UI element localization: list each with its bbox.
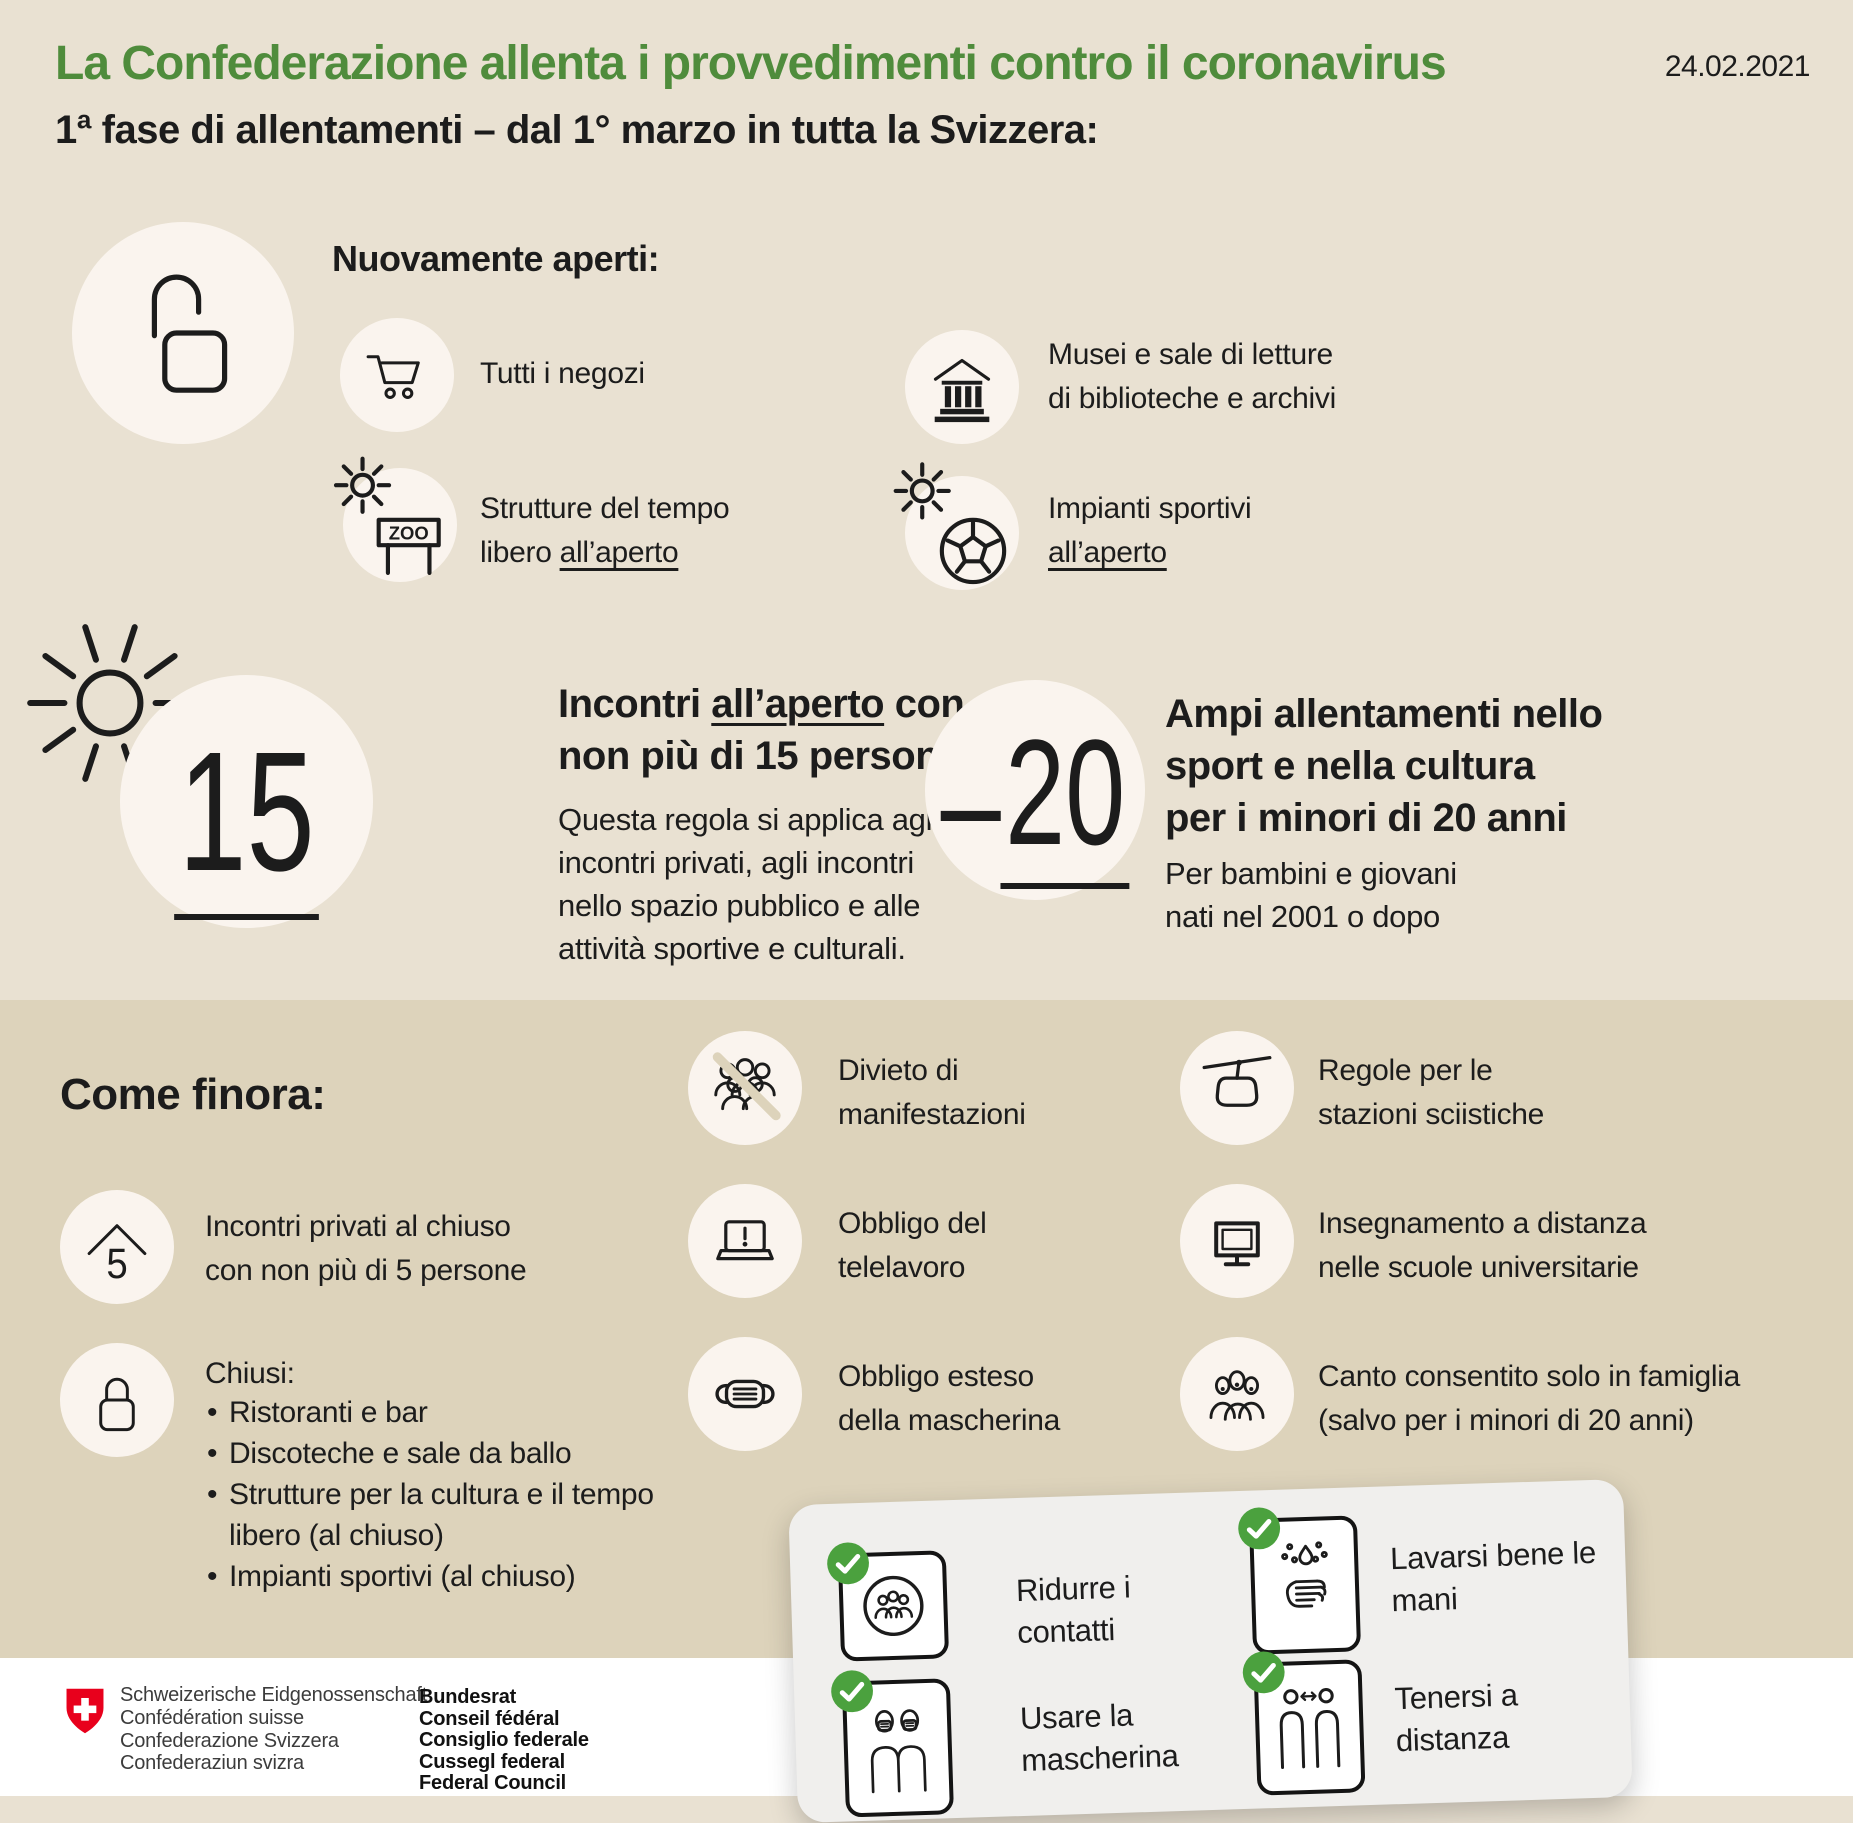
wash-hands-icon: [1281, 1541, 1328, 1608]
closed-circle: [60, 1343, 174, 1457]
sports-label: Impianti sportivi all’aperto: [1048, 492, 1252, 569]
crowd-ban-icon: [712, 1052, 781, 1121]
closed-heading: Chiusi:: [205, 1357, 295, 1390]
ski-label: Regole per le stazioni sciistiche: [1318, 1054, 1545, 1131]
wash-hands-label: Lavarsi bene le mani: [1389, 1534, 1597, 1619]
wash-hands-box: [1238, 1507, 1362, 1655]
list-item: Strutture per la cultura e il tempo libe…: [205, 1474, 660, 1556]
sports-circle: [893, 462, 1019, 590]
laptop-alert-icon: [716, 1220, 774, 1261]
gondola-icon: [1202, 1056, 1272, 1107]
list-item: Impianti sportivi (al chiuso): [205, 1556, 660, 1597]
page-title: La Confederazione allenta i provvediment…: [55, 37, 1447, 90]
museums-circle: [905, 330, 1019, 444]
list-item: Ristoranti e bar: [205, 1392, 660, 1433]
hygiene-rules-card: Ridurre i contatti Lavarsi bene le mani: [788, 1478, 1633, 1823]
wear-mask-box: [831, 1670, 954, 1818]
leisure-circle: ZOO: [333, 456, 457, 582]
leisure-label: Strutture del tempo libero all’aperto: [480, 492, 730, 569]
events-ban-circle: [688, 1031, 802, 1145]
limit15-circle: 15: [120, 675, 373, 928]
under20-heading: Ampi allentamenti nello sport e nella cu…: [1165, 692, 1603, 840]
private5-number: 5: [106, 1239, 127, 1287]
keep-distance-icon: [1279, 1687, 1341, 1769]
meet15-body: Questa regola si applica agli incontri p…: [558, 802, 939, 966]
check-icon: [831, 1670, 873, 1713]
keep-distance-box: [1242, 1651, 1366, 1796]
sun-zoo-icon: ZOO: [333, 456, 441, 575]
sun-football-icon: [893, 462, 1007, 585]
shops-label: Tutti i negozi: [480, 357, 645, 390]
events-ban-label: Divieto di manifestazioni: [838, 1054, 1026, 1131]
zoo-sign-text: ZOO: [389, 522, 429, 543]
reopened-heading: Nuovamente aperti:: [332, 238, 660, 279]
university-label: Insegnamento a distanza nelle scuole uni…: [1318, 1207, 1647, 1284]
homeoffice-label: Obbligo del telelavoro: [838, 1207, 987, 1284]
museum-icon: [933, 358, 991, 423]
closed-padlock-icon: [99, 1377, 135, 1432]
museums-label: Musei e sale di letture di biblioteche e…: [1048, 338, 1336, 415]
private5-circle: 5: [60, 1190, 174, 1304]
homeoffice-circle: [688, 1184, 802, 1298]
shops-circle: [340, 318, 454, 432]
confederation-wordmark: Schweizerische Eidgenossenschaft Confédé…: [120, 1684, 428, 1775]
under20-body: Per bambini e giovani nati nel 2001 o do…: [1165, 856, 1457, 934]
wear-mask-label: Usare la mascherina: [1019, 1697, 1180, 1778]
list-item: Discoteche e sale da ballo: [205, 1433, 660, 1474]
singing-label: Canto consentito solo in famiglia (salvo…: [1318, 1360, 1741, 1437]
university-circle: [1180, 1184, 1294, 1298]
swiss-shield-logo: [66, 1688, 104, 1734]
ski-circle: [1180, 1031, 1294, 1145]
reduce-contacts-icon: [863, 1575, 924, 1637]
monitor-icon: [1214, 1221, 1260, 1267]
check-icon: [827, 1542, 869, 1585]
singing-family-icon: [1209, 1370, 1265, 1421]
open-padlock-circle: [72, 222, 294, 444]
shopping-cart-icon: [366, 355, 420, 399]
under20-circle: –20: [925, 680, 1145, 900]
check-icon: [1242, 1651, 1285, 1694]
meet15-heading: Incontri all’aperto con non più di 15 pe…: [558, 682, 965, 778]
check-icon: [1238, 1507, 1281, 1550]
date-label: 24.02.2021: [1664, 50, 1811, 83]
mask-label: Obbligo esteso della mascherina: [838, 1360, 1060, 1437]
page-subtitle: 1ª fase di allentamenti – dal 1° marzo i…: [55, 108, 1099, 152]
keep-distance-label: Tenersi a distanza: [1394, 1677, 1519, 1759]
reduce-contacts-label: Ridurre i contatti: [1015, 1569, 1131, 1651]
private5-label: Incontri privati al chiuso con non più d…: [205, 1210, 527, 1287]
house-5-icon: 5: [87, 1224, 147, 1288]
singing-circle: [1180, 1337, 1294, 1451]
federal-council-wordmark: Bundesrat Conseil fédéral Consiglio fede…: [419, 1686, 589, 1794]
masked-people-icon: [870, 1709, 927, 1794]
sofar-heading: Come finora:: [60, 1070, 326, 1119]
limit15-number: 15: [174, 714, 319, 920]
face-mask-icon: [715, 1379, 775, 1409]
closed-list: Ristoranti e bar Discoteche e sale da ba…: [205, 1392, 660, 1597]
open-padlock-icon: [151, 274, 228, 393]
mask-circle: [688, 1337, 802, 1451]
reduce-contacts-box: [827, 1542, 950, 1662]
under20-number: –20: [941, 706, 1130, 889]
